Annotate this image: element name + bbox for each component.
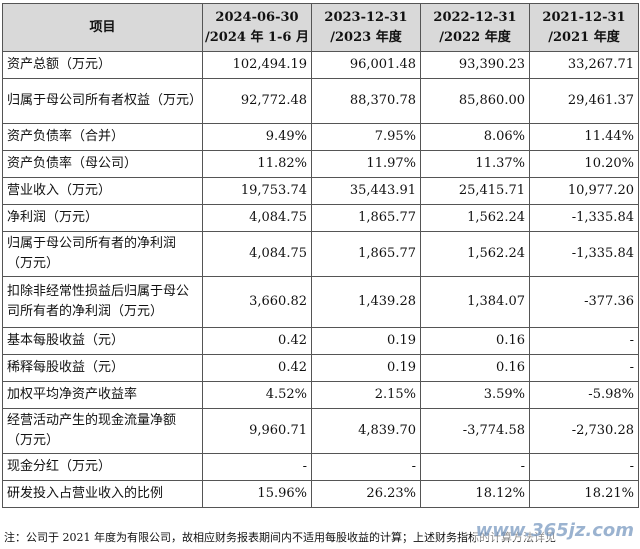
row-label: 基本每股收益（元） — [2, 327, 203, 355]
row-label: 资产总额（万元） — [2, 51, 203, 79]
row-label: 营业收入（万元） — [2, 177, 203, 205]
table-row: 基本每股收益（元） 0.42 0.19 0.16 - — [2, 327, 639, 355]
cell-value: 85,860.00 — [420, 78, 530, 124]
cell-value: - — [529, 453, 639, 481]
cell-value: 18.12% — [420, 480, 530, 508]
row-label: 扣除非经常性损益后归属于母公司所有者的净利润（万元） — [2, 276, 203, 328]
cell-value: 8.06% — [420, 123, 530, 151]
table-header-row: 项目 2024-06-30/2024 年 1-6 月 2023-12-31/20… — [2, 3, 639, 52]
table-row: 研发投入占营业收入的比例 15.96% 26.23% 18.12% 18.21% — [2, 480, 639, 508]
cell-value: 0.42 — [202, 354, 312, 382]
cell-value: 0.19 — [311, 354, 421, 382]
cell-value: -1,335.84 — [529, 204, 639, 232]
cell-value: 1,562.24 — [420, 231, 530, 277]
table-row: 资产负债率（母公司） 11.82% 11.97% 11.37% 10.20% — [2, 150, 639, 178]
cell-value: - — [202, 453, 312, 481]
table-row: 资产总额（万元） 102,494.19 96,001.48 93,390.23 … — [2, 51, 639, 79]
footnote: 注：公司于 2021 年度为有限公司，故相应财务报表期间内不适用每股收益的计算；… — [4, 531, 556, 544]
cell-value: 92,772.48 — [202, 78, 312, 124]
row-label: 现金分红（万元） — [2, 453, 203, 481]
cell-value: 4,839.70 — [311, 408, 421, 454]
financial-indicators-table: 项目 2024-06-30/2024 年 1-6 月 2023-12-31/20… — [2, 3, 639, 508]
cell-value: 10,977.20 — [529, 177, 639, 205]
cell-value: 33,267.71 — [529, 51, 639, 79]
header-2023: 2023-12-31/2023 年度 — [311, 3, 421, 52]
cell-value: 93,390.23 — [420, 51, 530, 79]
cell-value: 7.95% — [311, 123, 421, 151]
table-row: 经营活动产生的现金流量净额（万元） 9,960.71 4,839.70 -3,7… — [2, 408, 639, 454]
table-row: 加权平均净资产收益率 4.52% 2.15% 3.59% -5.98% — [2, 381, 639, 409]
cell-value: 2.15% — [311, 381, 421, 409]
cell-value: 3,660.82 — [202, 276, 312, 328]
table-row: 营业收入（万元） 19,753.74 35,443.91 25,415.71 1… — [2, 177, 639, 205]
cell-value: 9,960.71 — [202, 408, 312, 454]
cell-value: 96,001.48 — [311, 51, 421, 79]
row-label: 加权平均净资产收益率 — [2, 381, 203, 409]
cell-value: 11.82% — [202, 150, 312, 178]
cell-value: 11.97% — [311, 150, 421, 178]
cell-value: 1,562.24 — [420, 204, 530, 232]
header-2022: 2022-12-31/2022 年度 — [420, 3, 530, 52]
cell-value: 1,439.28 — [311, 276, 421, 328]
table-row: 归属于母公司所有者权益（万元） 92,772.48 88,370.78 85,8… — [2, 78, 639, 124]
table-row: 归属于母公司所有者的净利润（万元） 4,084.75 1,865.77 1,56… — [2, 231, 639, 277]
site-watermark: www.365jz.com — [473, 520, 636, 541]
header-2021: 2021-12-31/2021 年度 — [529, 3, 639, 52]
cell-value: 0.42 — [202, 327, 312, 355]
cell-value: 102,494.19 — [202, 51, 312, 79]
cell-value: 88,370.78 — [311, 78, 421, 124]
table-row: 扣除非经常性损益后归属于母公司所有者的净利润（万元） 3,660.82 1,43… — [2, 276, 639, 328]
cell-value: 0.16 — [420, 327, 530, 355]
cell-value: 25,415.71 — [420, 177, 530, 205]
row-label: 归属于母公司所有者权益（万元） — [2, 78, 203, 124]
row-label: 经营活动产生的现金流量净额（万元） — [2, 408, 203, 454]
table-row: 现金分红（万元） - - - - — [2, 453, 639, 481]
cell-value: 4.52% — [202, 381, 312, 409]
table-row: 资产负债率（合并） 9.49% 7.95% 8.06% 11.44% — [2, 123, 639, 151]
row-label: 净利润（万元） — [2, 204, 203, 232]
row-label: 稀释每股收益（元） — [2, 354, 203, 382]
table-row: 净利润（万元） 4,084.75 1,865.77 1,562.24 -1,33… — [2, 204, 639, 232]
cell-value: 11.44% — [529, 123, 639, 151]
cell-value: 29,461.37 — [529, 78, 639, 124]
cell-value: 10.20% — [529, 150, 639, 178]
cell-value: 15.96% — [202, 480, 312, 508]
cell-value: 1,865.77 — [311, 231, 421, 277]
cell-value: - — [311, 453, 421, 481]
header-2024h1: 2024-06-30/2024 年 1-6 月 — [202, 3, 312, 52]
row-label: 研发投入占营业收入的比例 — [2, 480, 203, 508]
cell-value: 1,865.77 — [311, 204, 421, 232]
row-label: 归属于母公司所有者的净利润（万元） — [2, 231, 203, 277]
cell-value: 0.19 — [311, 327, 421, 355]
cell-value: -377.36 — [529, 276, 639, 328]
cell-value: -2,730.28 — [529, 408, 639, 454]
cell-value: -3,774.58 — [420, 408, 530, 454]
cell-value: 18.21% — [529, 480, 639, 508]
cell-value: 4,084.75 — [202, 204, 312, 232]
cell-value: 4,084.75 — [202, 231, 312, 277]
cell-value: 26.23% — [311, 480, 421, 508]
cell-value: -5.98% — [529, 381, 639, 409]
cell-value: 11.37% — [420, 150, 530, 178]
cell-value: 0.16 — [420, 354, 530, 382]
cell-value: - — [529, 327, 639, 355]
cell-value: 35,443.91 — [311, 177, 421, 205]
cell-value: 9.49% — [202, 123, 312, 151]
cell-value: - — [420, 453, 530, 481]
cell-value: - — [529, 354, 639, 382]
row-label: 资产负债率（母公司） — [2, 150, 203, 178]
cell-value: 1,384.07 — [420, 276, 530, 328]
cell-value: 3.59% — [420, 381, 530, 409]
row-label: 资产负债率（合并） — [2, 123, 203, 151]
cell-value: 19,753.74 — [202, 177, 312, 205]
table-row: 稀释每股收益（元） 0.42 0.19 0.16 - — [2, 354, 639, 382]
cell-value: -1,335.84 — [529, 231, 639, 277]
header-item: 项目 — [2, 3, 203, 52]
